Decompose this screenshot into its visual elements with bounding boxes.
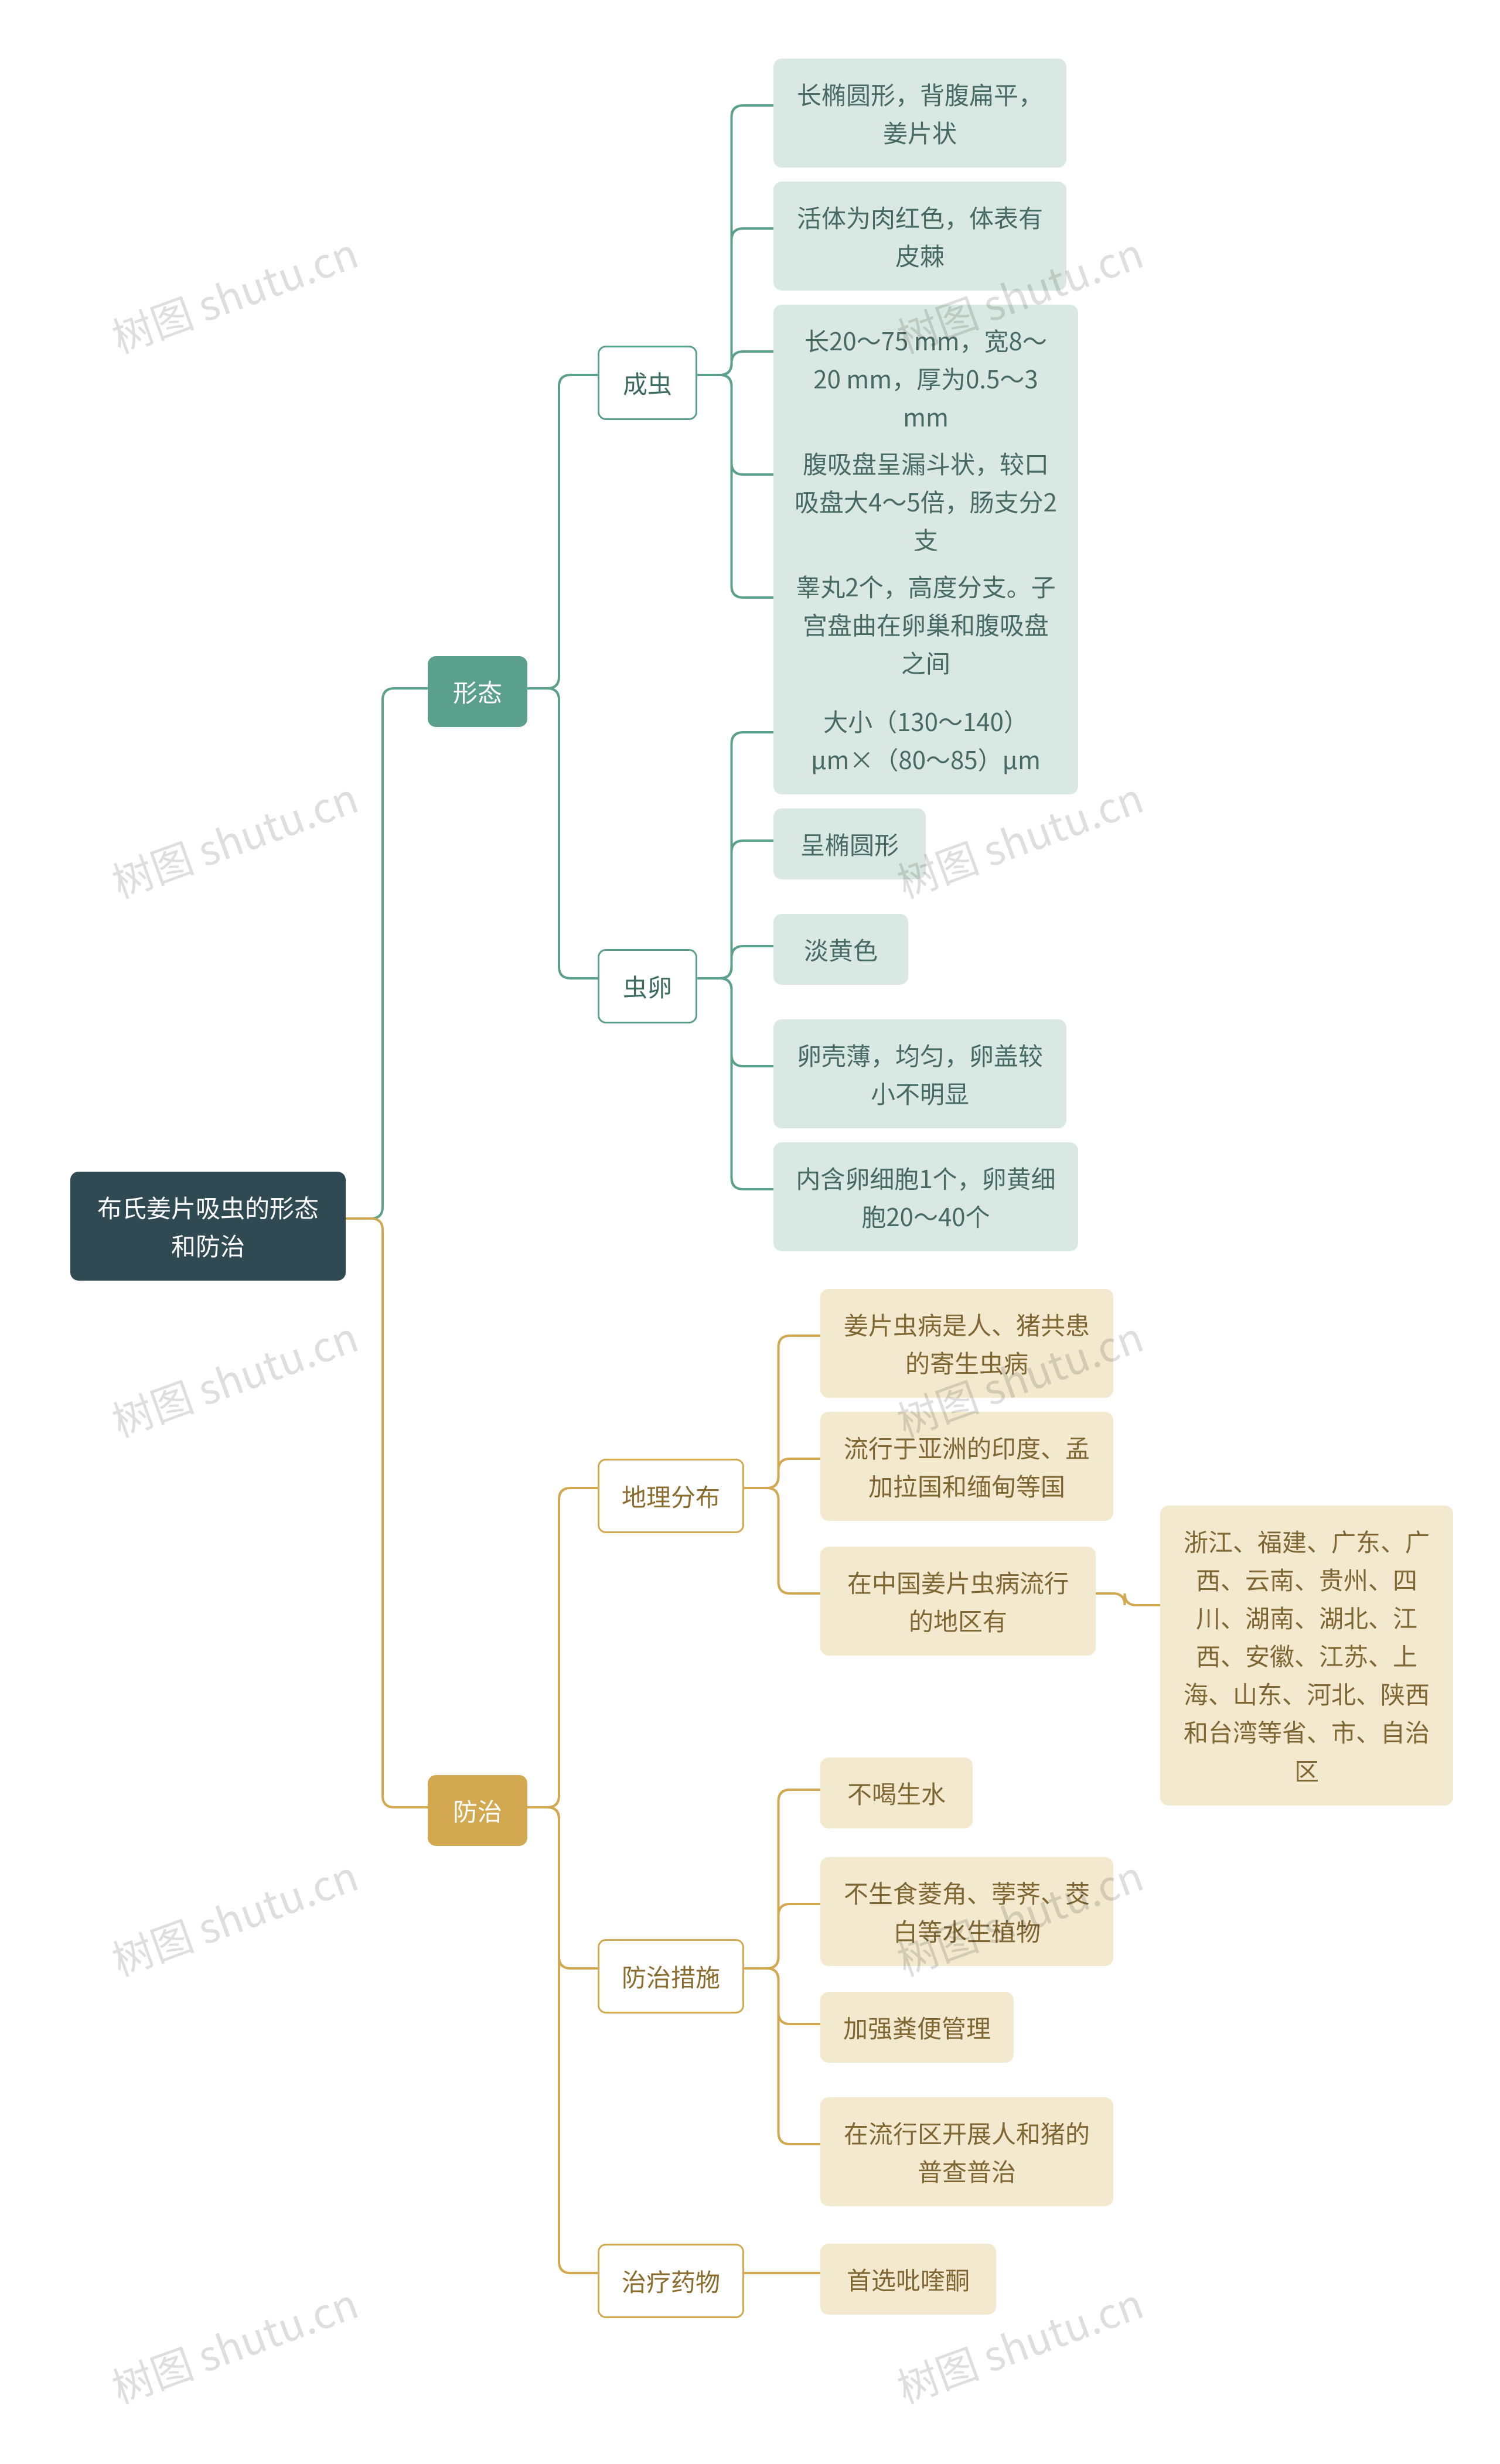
edge-n_ctrl-n_drug <box>527 1807 598 2273</box>
edge-n_form-n_adult <box>527 375 598 688</box>
node-e3[interactable]: 淡黄色 <box>773 914 908 985</box>
node-g3[interactable]: 在中国姜片虫病流行的地区有 <box>820 1547 1096 1656</box>
edge-n_geo-g3 <box>744 1488 820 1593</box>
edge-n_meas-m3 <box>744 1968 820 2024</box>
node-label: 活体为肉红色，体表有皮棘 <box>795 198 1045 274</box>
node-label: 成虫 <box>623 364 672 402</box>
node-label: 浙江、福建、广东、广西、云南、贵州、四川、湖南、湖北、江西、安徽、江苏、上海、山… <box>1181 1522 1432 1789</box>
node-label: 长椭圆形，背腹扁平，姜片状 <box>795 75 1045 151</box>
node-a1[interactable]: 长椭圆形，背腹扁平，姜片状 <box>773 59 1066 168</box>
edge-n_ctrl-n_meas <box>527 1807 598 1968</box>
watermark: 树图 shutu.cn <box>103 1844 365 1988</box>
node-label: 长20～75 mm，宽8～20 mm，厚为0.5～3 mm <box>795 321 1057 435</box>
edge-n_meas-m1 <box>744 1790 820 1968</box>
node-label: 淡黄色 <box>804 930 878 968</box>
node-label: 不生食菱角、荸荠、茭白等水生植物 <box>841 1873 1092 1950</box>
node-g1[interactable]: 姜片虫病是人、猪共患的寄生虫病 <box>820 1289 1113 1398</box>
watermark: 树图 shutu.cn <box>103 1305 365 1449</box>
node-label: 防治措施 <box>622 1957 720 1995</box>
edge-n_meas-m2 <box>744 1904 820 1968</box>
node-e5[interactable]: 内含卵细胞1个，卵黄细胞20～40个 <box>773 1142 1078 1251</box>
node-label: 防治 <box>453 1791 502 1830</box>
edge-n_egg-e3 <box>697 946 773 978</box>
edge-n_egg-e5 <box>697 978 773 1189</box>
node-n_drug[interactable]: 治疗药物 <box>598 2244 744 2318</box>
node-label: 形态 <box>453 673 502 711</box>
edge-n_adult-a1 <box>697 105 773 375</box>
edge-n_egg-e1 <box>697 732 773 978</box>
node-label: 加强粪便管理 <box>843 2008 991 2046</box>
edge-g3-g3a <box>1096 1593 1160 1605</box>
edge-n_adult-a2 <box>697 228 773 375</box>
node-label: 腹吸盘呈漏斗状，较口吸盘大4～5倍，肠支分2支 <box>795 444 1057 558</box>
watermark: 树图 shutu.cn <box>103 2272 365 2415</box>
node-label: 大小（130～140）μm×（80～85）μm <box>795 702 1057 778</box>
node-m1[interactable]: 不喝生水 <box>820 1757 973 1828</box>
node-label: 卵壳薄，均匀，卵盖较小不明显 <box>795 1036 1045 1112</box>
node-e4[interactable]: 卵壳薄，均匀，卵盖较小不明显 <box>773 1019 1066 1128</box>
node-a2[interactable]: 活体为肉红色，体表有皮棘 <box>773 182 1066 291</box>
node-m2[interactable]: 不生食菱角、荸荠、茭白等水生植物 <box>820 1857 1113 1966</box>
node-d1[interactable]: 首选吡喹酮 <box>820 2244 996 2315</box>
edge-root-n_form <box>346 688 428 1219</box>
mindmap-canvas: 布氏姜片吸虫的形态和防治 形态 成虫 长椭圆形，背腹扁平，姜片状活体为肉红色，体表有皮… <box>0 0 1500 2464</box>
node-label: 内含卵细胞1个，卵黄细胞20～40个 <box>795 1159 1057 1235</box>
node-g3a[interactable]: 浙江、福建、广东、广西、云南、贵州、四川、湖南、湖北、江西、安徽、江苏、上海、山… <box>1160 1506 1453 1806</box>
edge-n_ctrl-n_geo <box>527 1488 598 1807</box>
node-m4[interactable]: 在流行区开展人和猪的普查普治 <box>820 2097 1113 2206</box>
node-n_form[interactable]: 形态 <box>428 656 527 727</box>
node-label: 在流行区开展人和猪的普查普治 <box>841 2114 1092 2190</box>
edge-n_form-n_egg <box>527 688 598 978</box>
edge-root-n_ctrl <box>346 1219 428 1807</box>
node-label: 首选吡喹酮 <box>847 2260 970 2298</box>
node-n_egg[interactable]: 虫卵 <box>598 949 697 1023</box>
node-label: 睾丸2个，高度分支。子宫盘曲在卵巢和腹吸盘之间 <box>795 567 1057 681</box>
edge-n_geo-g2 <box>744 1459 820 1488</box>
node-label: 在中国姜片虫病流行的地区有 <box>841 1563 1075 1639</box>
node-label: 布氏姜片吸虫的形态和防治 <box>91 1188 325 1264</box>
edge-n_adult-a5 <box>697 375 773 598</box>
edge-n_egg-e2 <box>697 841 773 978</box>
watermark: 树图 shutu.cn <box>103 221 365 365</box>
node-a5[interactable]: 睾丸2个，高度分支。子宫盘曲在卵巢和腹吸盘之间 <box>773 551 1078 698</box>
node-label: 虫卵 <box>623 967 672 1005</box>
edge-n_adult-a3 <box>697 351 773 375</box>
edge-n_adult-a4 <box>697 375 773 475</box>
node-label: 地理分布 <box>622 1477 720 1515</box>
node-n_adult[interactable]: 成虫 <box>598 346 697 420</box>
node-label: 姜片虫病是人、猪共患的寄生虫病 <box>841 1305 1092 1381</box>
node-n_ctrl[interactable]: 防治 <box>428 1775 527 1846</box>
node-label: 流行于亚洲的印度、孟加拉国和缅甸等国 <box>841 1428 1092 1504</box>
node-root[interactable]: 布氏姜片吸虫的形态和防治 <box>70 1172 346 1281</box>
node-label: 治疗药物 <box>622 2262 720 2300</box>
watermark: 树图 shutu.cn <box>103 766 365 910</box>
edge-n_meas-m4 <box>744 1968 820 2144</box>
edge-n_egg-e4 <box>697 978 773 1066</box>
node-m3[interactable]: 加强粪便管理 <box>820 1992 1014 2063</box>
node-n_meas[interactable]: 防治措施 <box>598 1939 744 2013</box>
node-e2[interactable]: 呈椭圆形 <box>773 808 926 879</box>
node-e1[interactable]: 大小（130～140）μm×（80～85）μm <box>773 685 1078 794</box>
node-label: 呈椭圆形 <box>800 825 899 863</box>
node-n_geo[interactable]: 地理分布 <box>598 1459 744 1533</box>
node-label: 不喝生水 <box>847 1774 946 1812</box>
edge-n_geo-g1 <box>744 1336 820 1488</box>
node-g2[interactable]: 流行于亚洲的印度、孟加拉国和缅甸等国 <box>820 1412 1113 1521</box>
